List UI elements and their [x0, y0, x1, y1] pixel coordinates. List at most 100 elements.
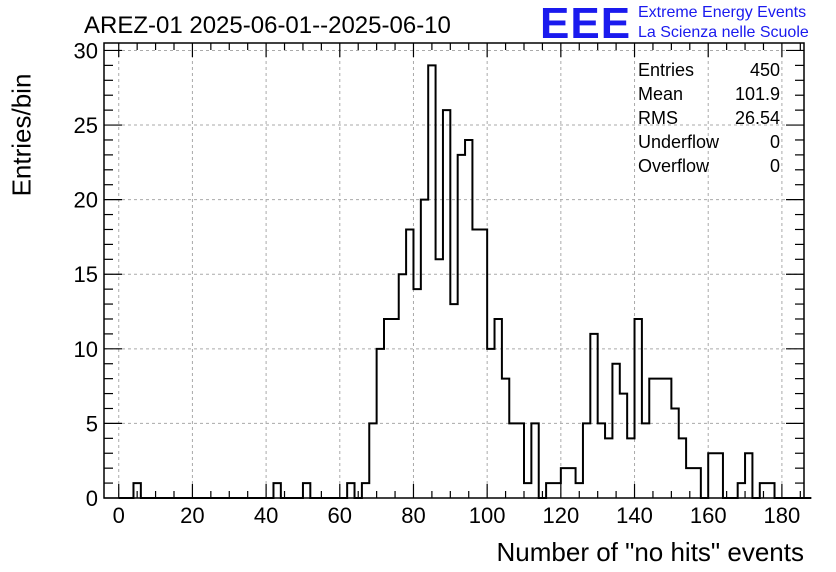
histogram-bin	[738, 483, 745, 498]
histogram-bin	[369, 423, 376, 498]
histogram-bin	[649, 379, 656, 498]
logo-line-1: Extreme Energy Events	[638, 4, 807, 21]
histogram-bin	[716, 453, 723, 498]
chart-title: AREZ-01 2025-06-01--2025-06-10	[84, 12, 451, 39]
histogram-bin	[568, 468, 575, 498]
histogram-bin	[347, 483, 354, 498]
stats-value: 450	[749, 60, 780, 80]
histogram-bin	[612, 364, 619, 498]
y-tick-label: 15	[74, 262, 98, 287]
stats-box: Entries 450 Mean 101.9 RMS 26.54 Underfl…	[638, 58, 780, 178]
x-tick-label: 160	[690, 503, 727, 528]
histogram-bin	[767, 483, 774, 498]
histogram-bin	[605, 438, 612, 498]
histogram-bin	[708, 453, 715, 498]
histogram-bin	[399, 274, 406, 498]
y-axis-label-wrap: Entries/bin	[2, 74, 42, 197]
stats-row-mean: Mean 101.9	[638, 82, 780, 106]
stats-value: 26.54	[734, 108, 780, 128]
histogram-bin	[487, 349, 494, 498]
y-tick-label: 20	[74, 188, 98, 213]
histogram-bin	[413, 289, 420, 498]
histogram-bin	[693, 468, 700, 498]
histogram-bin	[406, 229, 413, 498]
x-tick-label: 0	[113, 503, 125, 528]
histogram-bin	[509, 423, 516, 498]
histogram-bin	[642, 423, 649, 498]
x-tick-label: 60	[328, 503, 352, 528]
x-tick-label: 40	[254, 503, 278, 528]
stats-row-rms: RMS 26.54	[638, 106, 780, 130]
histogram-bin	[745, 453, 752, 498]
stats-label: RMS	[638, 108, 678, 128]
histogram-bin	[480, 229, 487, 498]
y-tick-label: 25	[74, 113, 98, 138]
histogram-bin	[465, 140, 472, 498]
y-tick-label: 10	[74, 337, 98, 362]
histogram-bin	[303, 483, 310, 498]
eee-logo: EEE	[540, 0, 632, 48]
plot-frame	[103, 42, 805, 499]
stats-row-overflow: Overflow 0	[638, 154, 780, 178]
histogram-outline	[118, 64, 812, 499]
histogram-bin	[598, 423, 605, 498]
y-axis-label: Entries/bin	[6, 73, 37, 197]
stats-label: Entries	[638, 60, 695, 80]
histogram-bin	[553, 483, 560, 498]
histogram-bin	[502, 379, 509, 498]
histogram-bin	[384, 319, 391, 498]
histogram-bin	[450, 304, 457, 498]
stats-value: 101.9	[734, 84, 780, 104]
x-tick-label: 100	[469, 503, 506, 528]
logo-line-2: La Scienza nelle Scuole	[638, 24, 809, 41]
histogram-bin	[362, 483, 369, 498]
histogram-bin	[472, 229, 479, 498]
histogram-bin	[627, 438, 634, 498]
histogram-bin	[686, 468, 693, 498]
stats-row-underflow: Underflow 0	[638, 130, 780, 154]
histogram-bin	[421, 200, 428, 498]
histogram-bin	[273, 483, 280, 498]
stats-value: 0	[769, 132, 780, 152]
histogram-bin	[133, 483, 140, 498]
histogram-bin	[458, 155, 465, 498]
x-tick-label: 20	[180, 503, 204, 528]
stats-label: Overflow	[638, 156, 710, 176]
tick-labels: 0 20 40 60 80 100 120 140 160 180 0 5 10 15 20 25 30	[74, 38, 801, 528]
histogram-bin	[561, 468, 568, 498]
histogram-bin	[428, 65, 435, 498]
histogram-bin	[531, 423, 538, 498]
histogram-series	[118, 64, 812, 499]
x-tick-label: 80	[401, 503, 425, 528]
y-tick-label: 30	[74, 38, 98, 63]
histogram-bin	[436, 259, 443, 498]
y-tick-label: 0	[86, 486, 98, 511]
histogram-bin	[664, 379, 671, 498]
histogram-bin	[590, 334, 597, 498]
histogram-bin	[576, 483, 583, 498]
stats-value: 0	[769, 156, 780, 176]
x-tick-label: 180	[764, 503, 801, 528]
histogram-bin	[583, 423, 590, 498]
stats-label: Underflow	[638, 132, 720, 152]
histogram-bin	[546, 483, 553, 498]
histogram-bin	[524, 483, 531, 498]
histogram-bin	[760, 483, 767, 498]
x-tick-label: 120	[542, 503, 579, 528]
stats-label: Mean	[638, 84, 684, 104]
histogram-bin	[657, 379, 664, 498]
x-tick-label: 140	[616, 503, 653, 528]
x-axis-label: Number of "no hits" events	[496, 537, 805, 567]
histogram-bin	[443, 110, 450, 498]
histogram-bin	[495, 319, 502, 498]
histogram-bin	[679, 438, 686, 498]
histogram-bin	[377, 349, 384, 498]
histogram-bin	[517, 423, 524, 498]
histogram-bin	[671, 408, 678, 498]
histogram-bin	[391, 319, 398, 498]
y-tick-label: 5	[86, 411, 98, 436]
histogram-bin	[620, 394, 627, 498]
stats-row-entries: Entries 450	[638, 58, 780, 82]
histogram-bin	[635, 319, 642, 498]
